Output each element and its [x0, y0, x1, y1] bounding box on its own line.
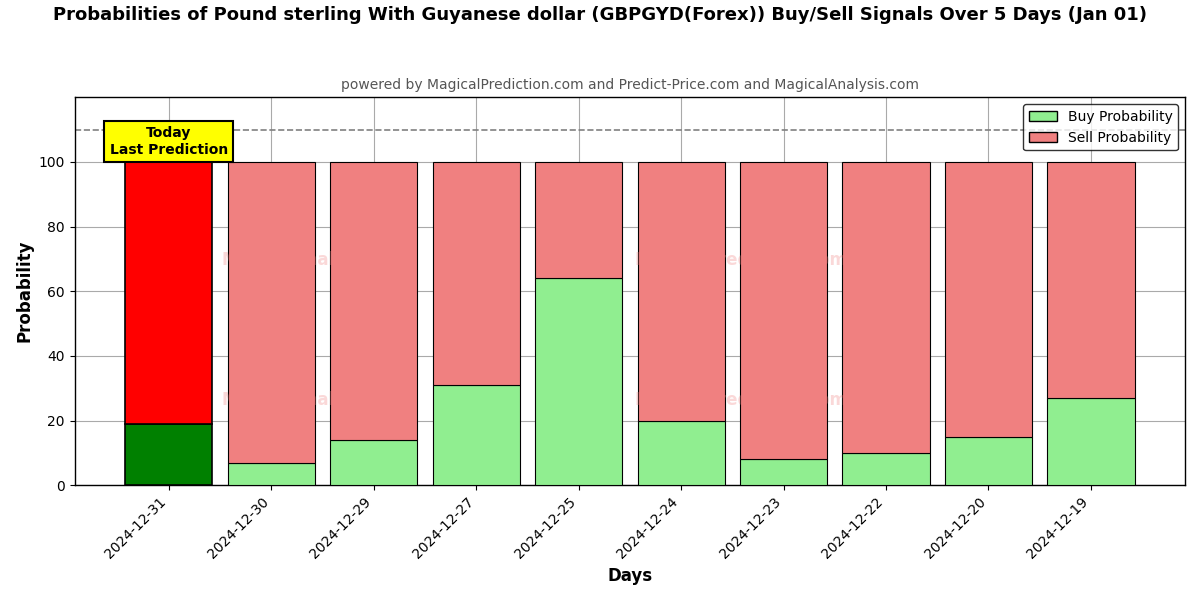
Bar: [944, 437, 1032, 485]
Bar: [1048, 398, 1134, 485]
Bar: [330, 440, 418, 485]
Legend: Buy Probability, Sell Probability: Buy Probability, Sell Probability: [1024, 104, 1178, 151]
Bar: [228, 463, 314, 485]
Bar: [228, 162, 314, 463]
Bar: [330, 162, 418, 440]
Bar: [432, 385, 520, 485]
Bar: [125, 162, 212, 424]
Bar: [740, 162, 827, 460]
Bar: [1048, 162, 1134, 398]
Bar: [637, 162, 725, 421]
Bar: [637, 421, 725, 485]
Text: Today
Last Prediction: Today Last Prediction: [109, 127, 228, 157]
Bar: [944, 162, 1032, 437]
Bar: [535, 278, 622, 485]
Bar: [535, 162, 622, 278]
Text: MagicalAnalysis.com: MagicalAnalysis.com: [222, 251, 416, 269]
Text: MagicalPrediction.com: MagicalPrediction.com: [635, 251, 847, 269]
Title: powered by MagicalPrediction.com and Predict-Price.com and MagicalAnalysis.com: powered by MagicalPrediction.com and Pre…: [341, 78, 919, 92]
Text: Probabilities of Pound sterling With Guyanese dollar (GBPGYD(Forex)) Buy/Sell Si: Probabilities of Pound sterling With Guy…: [53, 6, 1147, 24]
X-axis label: Days: Days: [607, 567, 653, 585]
Y-axis label: Probability: Probability: [16, 240, 34, 343]
Bar: [842, 162, 930, 453]
Text: MagicalAnalysis.com: MagicalAnalysis.com: [222, 391, 416, 409]
Bar: [740, 460, 827, 485]
Bar: [842, 453, 930, 485]
Bar: [125, 424, 212, 485]
Text: MagicalPrediction.com: MagicalPrediction.com: [635, 391, 847, 409]
Bar: [432, 162, 520, 385]
